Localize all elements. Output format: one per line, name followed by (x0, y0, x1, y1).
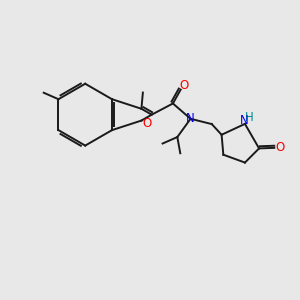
Text: H: H (245, 111, 254, 124)
Text: O: O (142, 117, 151, 130)
Text: O: O (179, 79, 188, 92)
Text: N: N (186, 112, 195, 125)
Text: N: N (240, 114, 249, 127)
Text: O: O (275, 141, 285, 154)
